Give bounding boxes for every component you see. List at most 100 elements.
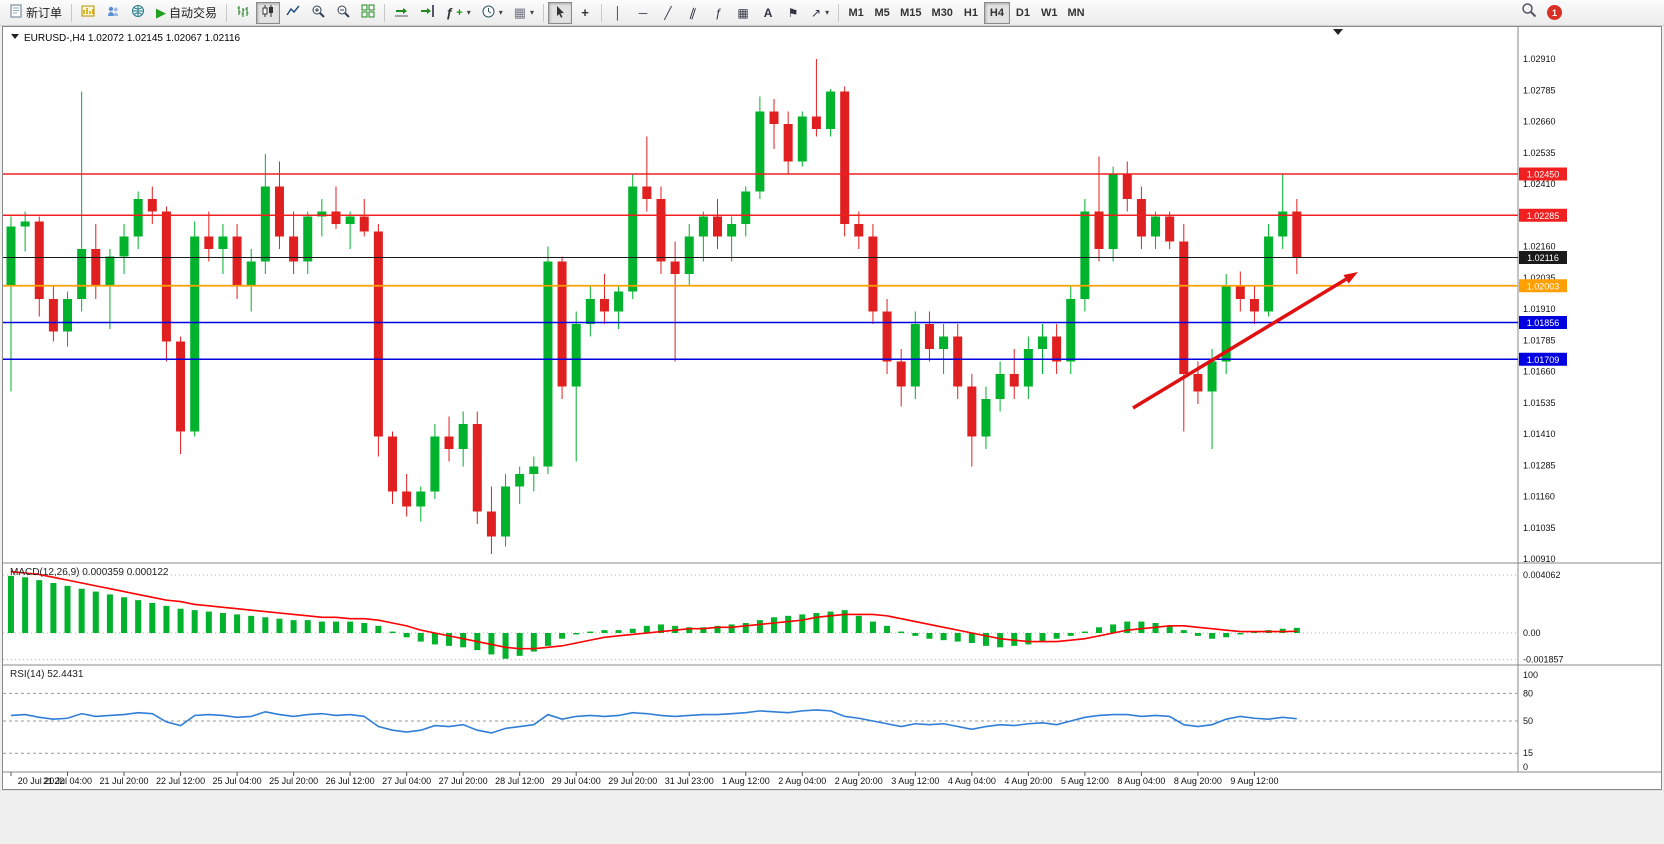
timeframe-mn-button[interactable]: MN — [1062, 2, 1089, 24]
horizontal-line-button[interactable]: ─ — [631, 2, 655, 24]
svg-text:1.01285: 1.01285 — [1523, 460, 1556, 470]
clock-icon — [482, 5, 495, 21]
text-tool-button[interactable]: A — [756, 2, 780, 24]
new-order-button[interactable]: 新订单 — [4, 2, 67, 24]
vertical-line-button[interactable]: │ — [606, 2, 630, 24]
toolbar-right-group: 1 — [1521, 2, 1562, 23]
svg-text:9 Aug 12:00: 9 Aug 12:00 — [1230, 776, 1278, 786]
timeframe-m1-button[interactable]: M1 — [843, 2, 869, 24]
chart-shift-button[interactable] — [415, 2, 440, 24]
indicators-button[interactable]: ƒ + ▾ — [441, 2, 476, 24]
svg-text:29 Jul 20:00: 29 Jul 20:00 — [608, 776, 657, 786]
svg-text:1.01160: 1.01160 — [1523, 492, 1555, 502]
candles — [6, 59, 1302, 554]
zoom-out-icon — [336, 4, 350, 21]
trendline-icon: ╱ — [664, 5, 672, 20]
svg-text:0: 0 — [1523, 762, 1528, 772]
profiles-icon — [106, 4, 120, 21]
svg-text:0.004062: 0.004062 — [1523, 570, 1561, 580]
svg-text:1.02410: 1.02410 — [1523, 179, 1556, 189]
globe-icon — [131, 4, 145, 21]
svg-text:1.02285: 1.02285 — [1527, 211, 1560, 221]
label-icon: ⚑ — [787, 5, 799, 20]
templates-button[interactable]: ▦ ▾ — [509, 2, 539, 24]
svg-text:1.01785: 1.01785 — [1523, 335, 1556, 345]
svg-text:8 Aug 04:00: 8 Aug 04:00 — [1117, 776, 1165, 786]
svg-text:1.01856: 1.01856 — [1527, 318, 1560, 328]
svg-text:21 Jul 04:00: 21 Jul 04:00 — [43, 776, 92, 786]
zoom-in-button[interactable] — [306, 2, 330, 24]
svg-text:2 Aug 20:00: 2 Aug 20:00 — [835, 776, 883, 786]
candlestick-chart-icon — [261, 4, 275, 21]
label-tool-button[interactable]: ⚑ — [781, 2, 805, 24]
channel-button[interactable]: ∥ — [681, 2, 705, 24]
timeframe-m5-button[interactable]: M5 — [869, 2, 895, 24]
svg-text:1.01910: 1.01910 — [1523, 304, 1556, 314]
candlestick-chart-button[interactable] — [256, 1, 281, 24]
market-watch-button[interactable] — [126, 2, 150, 24]
auto-scroll-button[interactable] — [389, 2, 414, 24]
line-chart-icon — [286, 4, 300, 21]
notification-badge[interactable]: 1 — [1547, 5, 1562, 20]
profiles-button[interactable] — [101, 2, 125, 24]
toolbar-separator — [838, 3, 840, 22]
timeframe-w1-button[interactable]: W1 — [1036, 2, 1063, 24]
svg-text:0.00: 0.00 — [1523, 628, 1541, 638]
new-chart-button[interactable] — [76, 2, 100, 24]
chevron-down-icon: ▾ — [466, 8, 471, 17]
toolbar-separator — [543, 3, 545, 22]
svg-text:1.02535: 1.02535 — [1523, 148, 1556, 158]
timeframe-m15-button[interactable]: M15 — [895, 2, 926, 24]
timeframe-m30-button[interactable]: M30 — [927, 2, 958, 24]
grid-tool-button[interactable]: ▦ — [731, 2, 755, 24]
svg-text:1.01535: 1.01535 — [1523, 398, 1556, 408]
svg-text:15: 15 — [1523, 748, 1533, 758]
timeframe-h4-button[interactable]: H4 — [983, 1, 1010, 24]
chart-shift-icon — [420, 4, 435, 21]
svg-text:-0.001857: -0.001857 — [1523, 655, 1564, 665]
svg-text:31 Jul 23:00: 31 Jul 23:00 — [665, 776, 714, 786]
toolbar-separator — [384, 3, 386, 22]
svg-text:25 Jul 04:00: 25 Jul 04:00 — [213, 776, 262, 786]
periods-button[interactable]: ▾ — [477, 2, 508, 24]
svg-text:4 Aug 20:00: 4 Aug 20:00 — [1004, 776, 1052, 786]
search-icon[interactable] — [1521, 2, 1537, 23]
svg-text:2 Aug 04:00: 2 Aug 04:00 — [778, 776, 826, 786]
fibonacci-button[interactable]: ƒ — [706, 2, 730, 24]
timeframe-d1-button[interactable]: D1 — [1010, 2, 1036, 24]
new-chart-icon — [81, 4, 95, 21]
scroll-marker-icon — [1333, 29, 1343, 35]
fibonacci-icon: ƒ — [714, 5, 722, 20]
svg-text:1.02785: 1.02785 — [1523, 85, 1556, 95]
timeframe-h1-button[interactable]: H1 — [958, 2, 984, 24]
svg-text:80: 80 — [1523, 688, 1533, 698]
toolbar-separator — [71, 3, 73, 22]
svg-text:28 Jul 12:00: 28 Jul 12:00 — [495, 776, 544, 786]
timeframe-toolbar: M1 M5 M15 M30 H1 H4 D1 W1 MN — [843, 1, 1089, 24]
svg-text:27 Jul 20:00: 27 Jul 20:00 — [439, 776, 488, 786]
svg-text:1 Aug 12:00: 1 Aug 12:00 — [722, 776, 770, 786]
cursor-button[interactable] — [548, 1, 573, 24]
zoom-out-button[interactable] — [331, 2, 355, 24]
auto-trading-button[interactable]: ▶ 自动交易 — [151, 2, 222, 24]
svg-text:26 Jul 12:00: 26 Jul 12:00 — [326, 776, 375, 786]
chevron-down-icon: ▾ — [530, 8, 535, 17]
trendline-button[interactable]: ╱ — [656, 2, 680, 24]
tile-windows-button[interactable] — [356, 2, 380, 24]
tile-windows-icon — [361, 4, 375, 21]
svg-text:25 Jul 20:00: 25 Jul 20:00 — [269, 776, 318, 786]
horizontal-line-icon: ─ — [638, 5, 648, 20]
toolbar-separator — [226, 3, 228, 22]
rsi-pane: 100 80 50 15 0 RSI(14) 52.4431 — [3, 669, 1538, 772]
arrows-tool-button[interactable]: ↗ ▾ — [806, 2, 834, 24]
svg-text:22 Jul 12:00: 22 Jul 12:00 — [156, 776, 205, 786]
price-axis: 1.029101.027851.026601.025351.024101.022… — [1523, 54, 1556, 564]
svg-text:1.01035: 1.01035 — [1523, 523, 1556, 533]
crosshair-button[interactable]: + — [573, 2, 597, 24]
new-order-label: 新订单 — [26, 6, 63, 20]
line-chart-button[interactable] — [281, 2, 305, 24]
chart-canvas[interactable]: 1.02910 1.02785 1.02660 1.02535 1.02410 1.022… — [3, 27, 1661, 789]
bar-chart-button[interactable] — [231, 2, 255, 24]
